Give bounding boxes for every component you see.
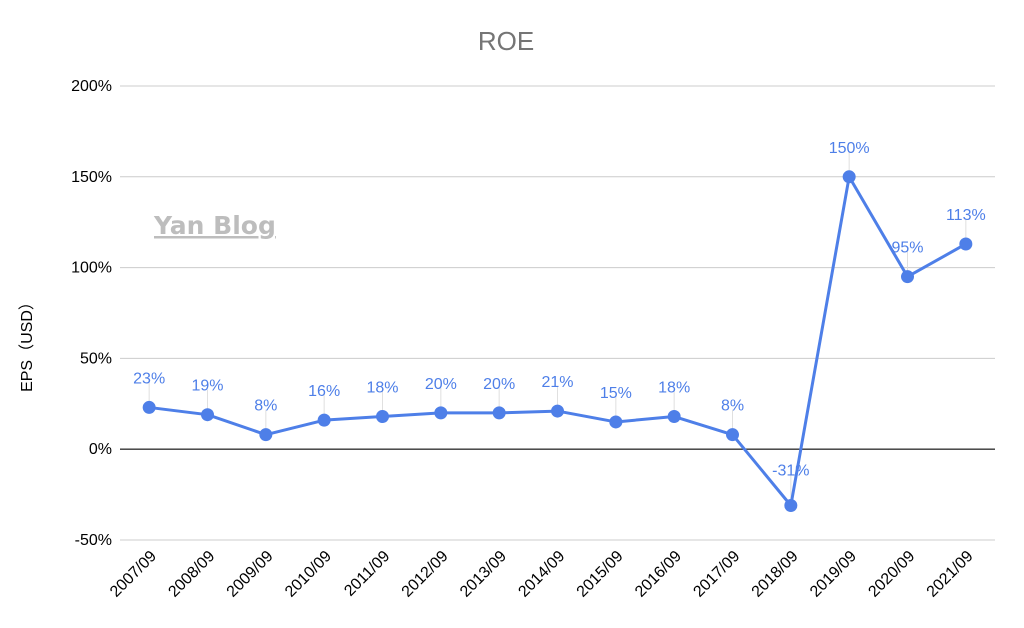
data-label: 113% [946,207,986,224]
data-label: 150% [829,140,870,157]
y-tick-label: 200% [71,78,112,95]
y-tick-labels: -50% 0% 50% 100% 150% 200% [71,78,112,549]
data-label: 18% [658,380,690,397]
x-tick-label: 2020/09 [865,548,918,601]
data-point [317,413,331,427]
x-tick-label: 2011/09 [341,548,393,600]
data-label: 95% [891,240,923,257]
data-point [434,406,448,420]
data-label: 19% [191,378,223,395]
data-point [959,237,973,251]
x-tick-label: 2012/09 [399,548,452,601]
data-point [142,400,156,414]
data-point [259,428,273,442]
y-tick-label: 0% [89,441,112,458]
watermark-text: Yan Blog [153,211,276,240]
data-label: 21% [541,374,573,391]
x-tick-label: 2021/09 [924,548,977,601]
x-tick-label: 2013/09 [457,548,510,601]
data-point [667,410,681,424]
data-point [201,408,214,422]
x-tick-label: 2007/09 [107,548,160,601]
y-axis-label: EPS（USD） [18,294,36,392]
data-point [842,170,856,184]
data-label: 20% [425,376,457,393]
x-tick-label: 2014/09 [515,548,568,601]
data-point [901,270,914,284]
data-label: 16% [308,383,340,400]
x-tick-label: 2018/09 [749,548,802,601]
data-point [609,415,623,429]
data-label: 15% [600,385,632,402]
data-label: 18% [366,380,398,397]
data-point [376,410,389,424]
data-point [492,406,506,420]
data-label: 8% [254,398,277,415]
x-tick-labels: 2007/09 2008/09 2009/09 2010/09 2011/09 2012/… [107,548,977,601]
data-label: 23% [133,370,165,387]
data-point [784,498,798,512]
x-tick-label: 2008/09 [165,548,218,601]
y-tick-label: 50% [80,350,112,367]
data-label: 8% [721,398,744,415]
data-point [551,404,564,418]
x-tick-label: 2016/09 [632,548,685,601]
y-tick-label: 100% [71,260,112,277]
x-tick-label: 2015/09 [574,548,627,601]
series-line: 23% 19% 8% 16% 18% 20% 20% 21% 15% 18% 8% -31% 150% 9… [133,140,986,512]
gridlines [120,85,995,541]
data-label: 20% [483,376,515,393]
y-tick-label: -50% [75,532,112,549]
y-tick-label: 150% [71,169,112,186]
x-tick-label: 2019/09 [807,548,860,601]
x-tick-label: 2010/09 [282,548,335,601]
x-tick-label: 2017/09 [690,548,743,601]
x-tick-label: 2009/09 [224,548,277,601]
data-point [726,428,739,442]
chart-title: ROE [478,26,534,56]
data-label: -31% [772,462,809,479]
